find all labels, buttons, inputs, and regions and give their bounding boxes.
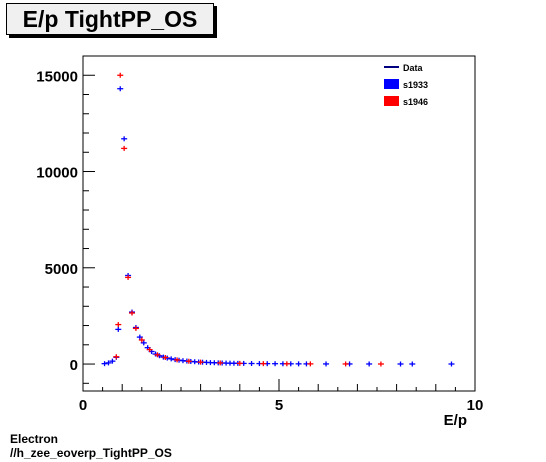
x-tick-label: 5	[275, 397, 283, 414]
legend-label-s1933: s1933	[403, 80, 428, 90]
x-axis-label: E/p	[444, 412, 467, 429]
y-tick-label: 0	[70, 357, 78, 374]
legend-label-Data: Data	[403, 63, 424, 73]
chart-title: E/p TightPP_OS	[6, 3, 214, 35]
y-tick-label: 5000	[45, 261, 78, 278]
x-tick-label: 0	[79, 397, 87, 414]
series-s1933	[101, 86, 455, 367]
series-s1946	[113, 72, 384, 367]
x-tick-label: 10	[467, 397, 484, 414]
data-points	[101, 72, 455, 367]
x-axis: 0 5 10	[79, 379, 484, 414]
y-tick-label: 10000	[36, 165, 78, 182]
y-axis: 0 5000 10000 15000	[36, 55, 95, 384]
legend-swatch-s1933	[384, 79, 399, 89]
legend-swatch-s1946	[384, 96, 399, 106]
y-tick-label: 15000	[36, 68, 78, 85]
legend: Data s1933 s1946	[384, 63, 428, 107]
legend-label-s1946: s1946	[403, 97, 428, 107]
footer-annotation-1: Electron	[10, 432, 59, 446]
footer-annotation-2: //h_zee_eoverp_TightPP_OS	[10, 446, 172, 460]
